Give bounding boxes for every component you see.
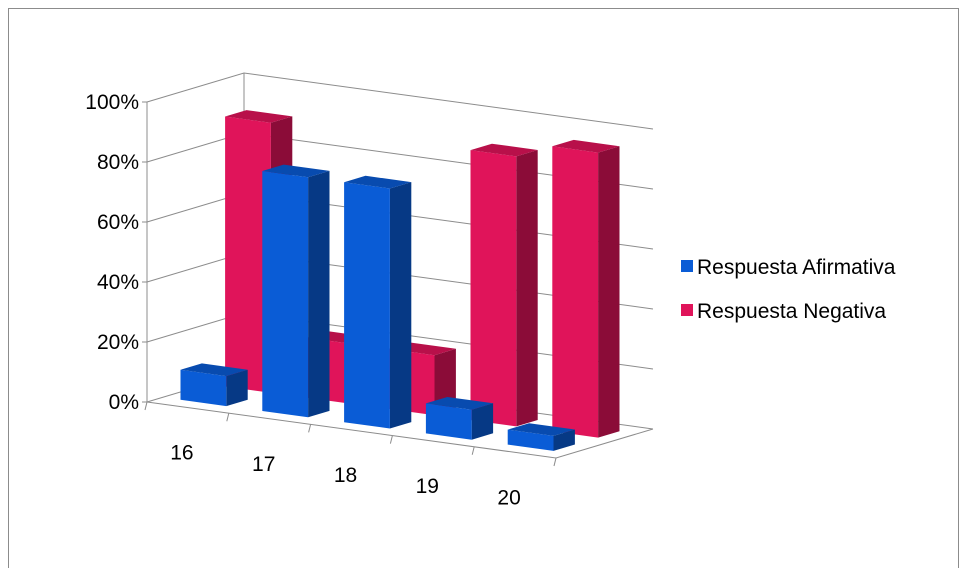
bar-top-face — [180, 363, 248, 377]
x-tick-mark — [144, 401, 148, 411]
x-tick-mark — [471, 446, 475, 455]
chart-frame — [8, 8, 959, 568]
legend-swatch — [681, 260, 693, 272]
bar-side-face — [308, 170, 330, 418]
bar-top-face — [552, 139, 620, 153]
x-tick-label: 19 — [416, 475, 439, 498]
labels-layer: 0% 20% 40% 60% 80% 100% 16 17 18 19 20 — [85, 91, 520, 509]
bar-top-face — [262, 164, 330, 178]
y-tick-label: 100% — [85, 91, 139, 114]
legend-label: Respuesta Negativa — [697, 300, 886, 323]
bar — [180, 363, 248, 407]
y-tick-label: 80% — [97, 151, 139, 174]
bar-top-face — [470, 143, 538, 157]
bar — [470, 143, 538, 427]
y-tick-label: 0% — [109, 391, 139, 414]
x-tick-label: 20 — [497, 486, 520, 509]
bar-front-face — [180, 369, 227, 407]
bar-side-face — [389, 182, 412, 429]
x-tick-mark — [226, 413, 230, 422]
x-tick-label: 17 — [252, 453, 275, 476]
x-tick-mark — [553, 457, 557, 467]
bar-top-face — [507, 423, 575, 436]
bar-front-face — [225, 116, 271, 393]
x-tick-mark — [308, 424, 312, 433]
bar-side-face — [516, 150, 538, 427]
bar — [425, 397, 494, 440]
bar — [552, 139, 620, 438]
bar-side-face — [553, 429, 575, 451]
bar-top-face — [225, 110, 293, 123]
bar-front-face — [507, 429, 554, 451]
bar-front-face — [344, 182, 390, 429]
bar-front-face — [262, 171, 309, 418]
bar-side-face — [598, 146, 620, 438]
bar-front-face — [470, 150, 517, 427]
y-tick-label: 40% — [97, 271, 139, 294]
y-tick-label: 60% — [97, 211, 139, 234]
bar-top-face — [344, 175, 412, 189]
x-tick-label: 18 — [334, 464, 357, 487]
bar-front-face — [552, 146, 599, 438]
x-tick-mark — [389, 435, 393, 444]
legend-swatch — [681, 304, 693, 316]
bars-layer — [180, 110, 620, 451]
bar — [507, 423, 575, 451]
x-tick-label: 16 — [170, 442, 193, 465]
bar-side-face — [226, 369, 248, 407]
legend-label: Respuesta Afirmativa — [697, 256, 896, 279]
bar-top-face — [425, 397, 494, 410]
bar-side-face — [471, 403, 494, 440]
bar-front-face — [425, 403, 472, 440]
legend: Respuesta Afirmativa Respuesta Negativa — [681, 256, 896, 323]
y-tick-label: 20% — [97, 331, 139, 354]
bar — [344, 175, 412, 429]
gridline — [146, 72, 654, 130]
bar — [262, 164, 330, 418]
